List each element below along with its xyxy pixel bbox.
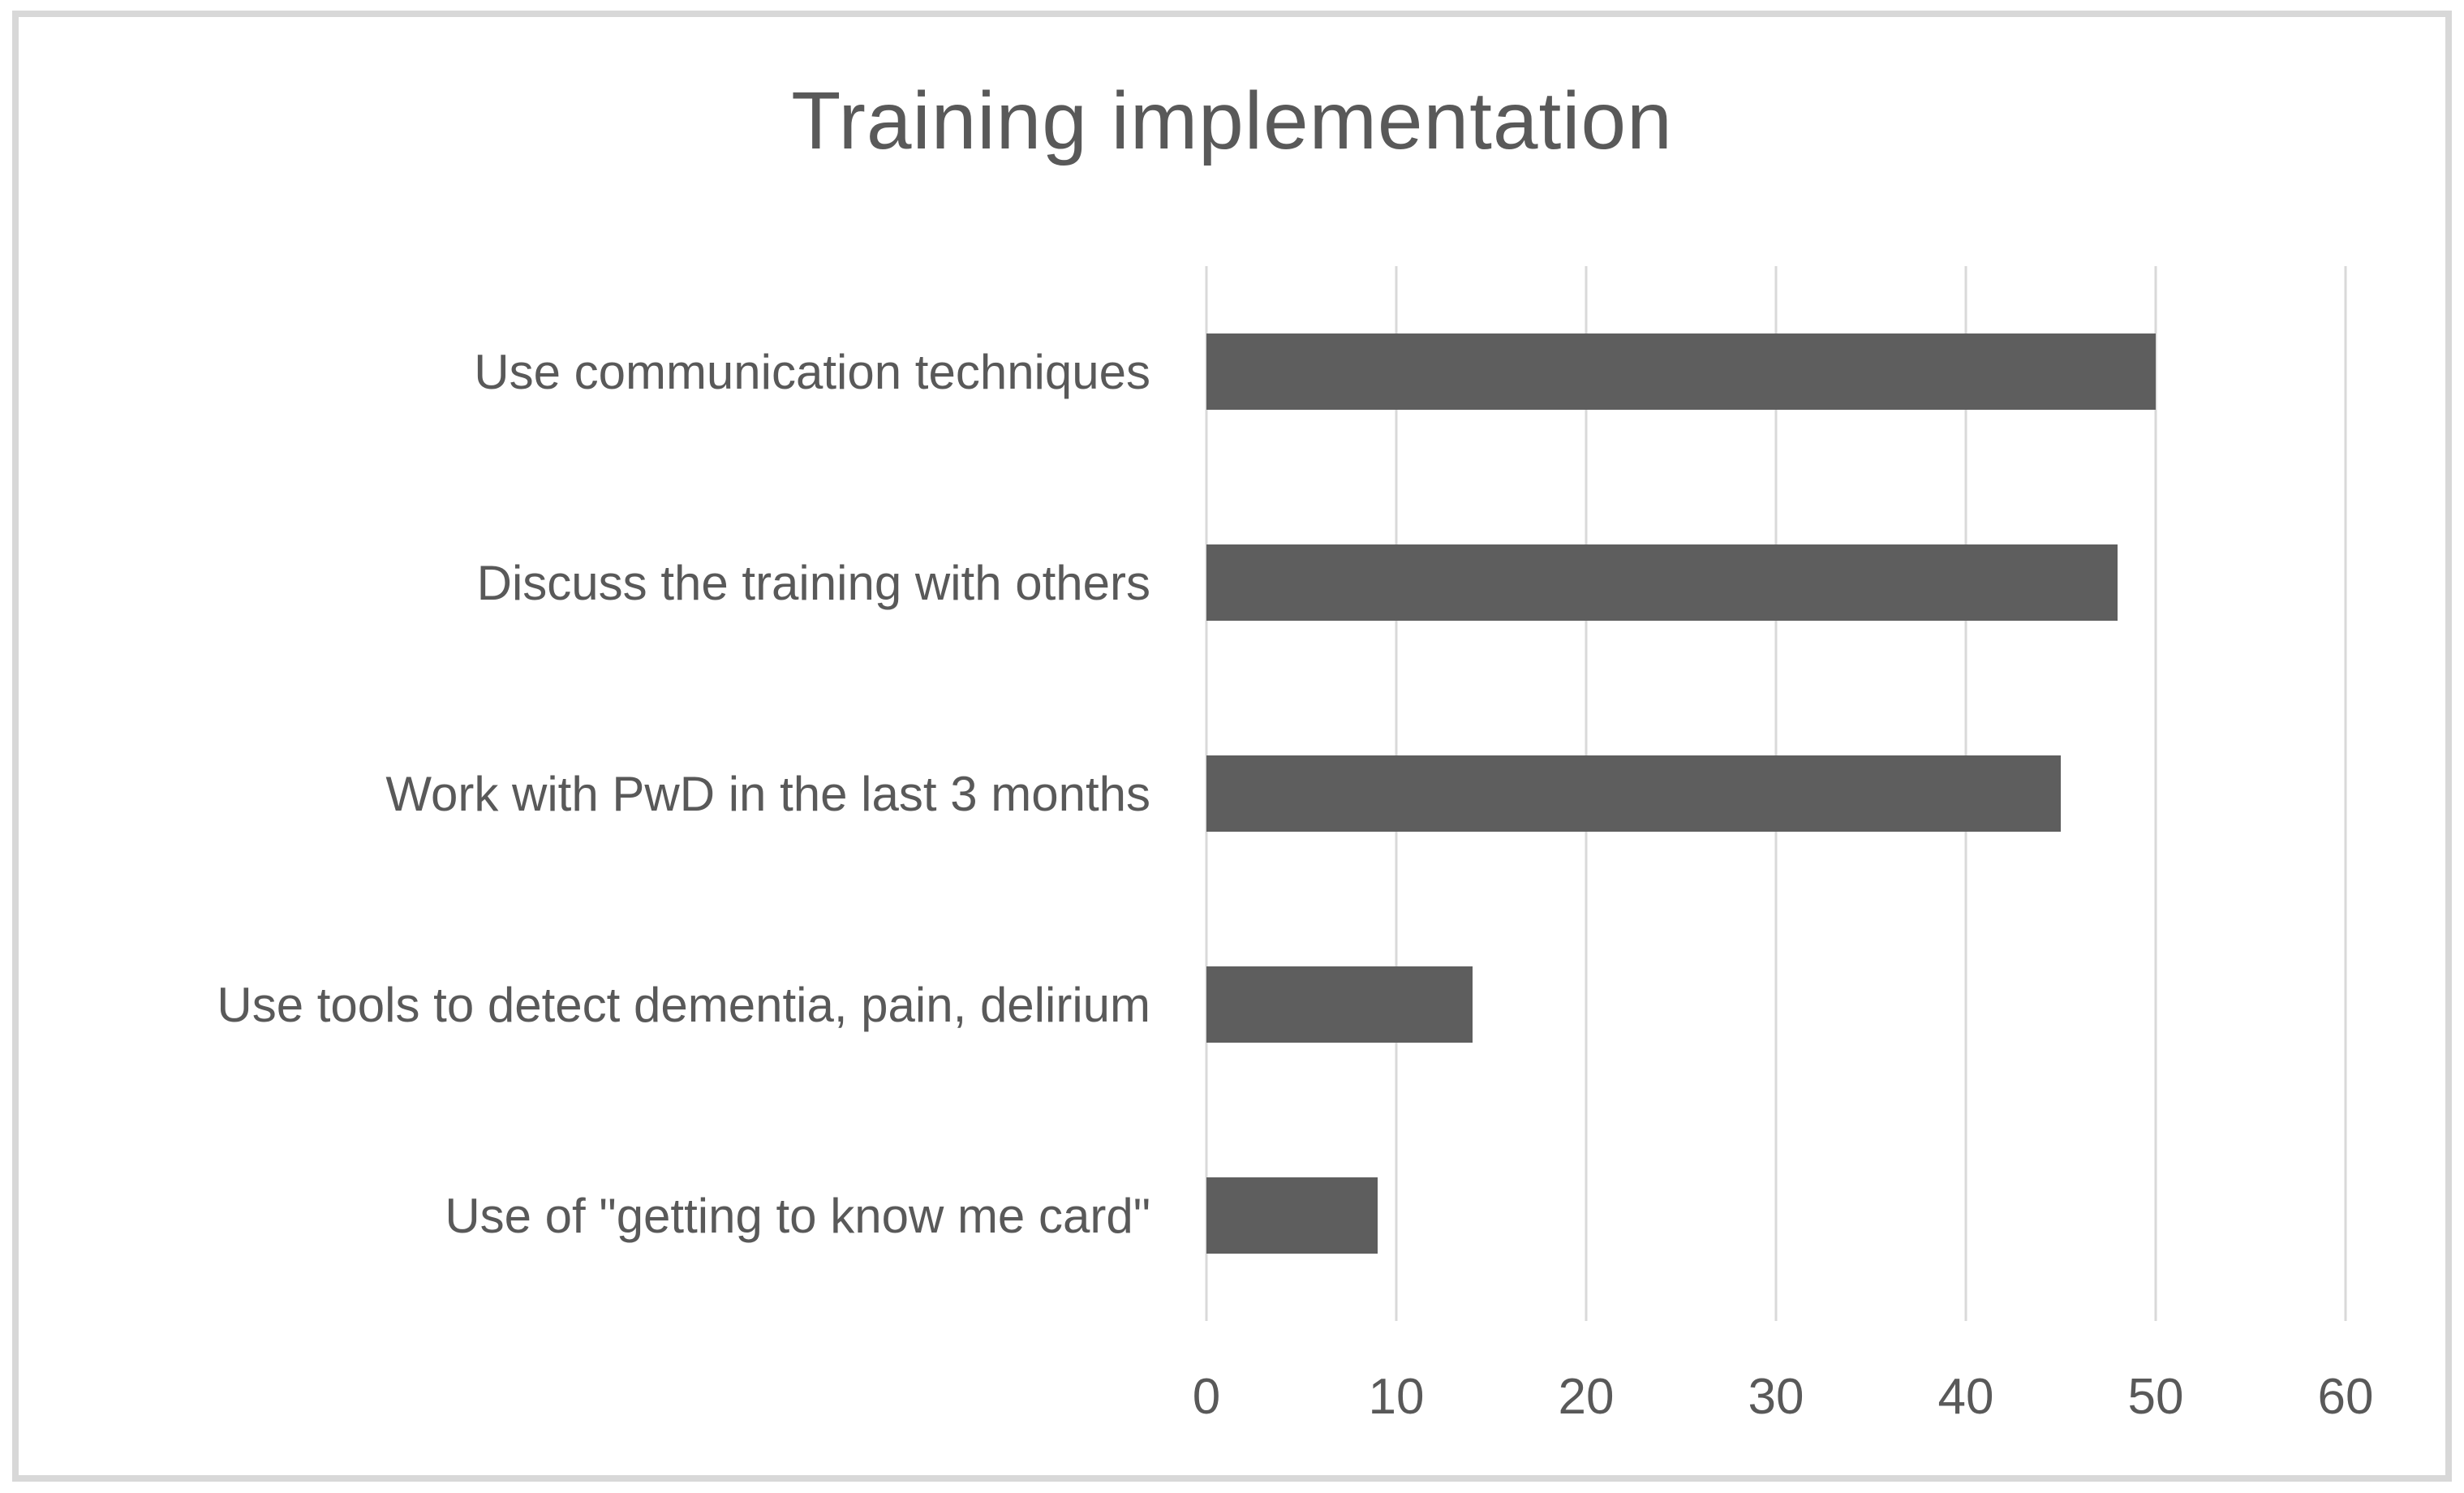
x-tick-label: 50 [2127, 1369, 2184, 1425]
gridline-50 [2154, 266, 2157, 1321]
chart-title: Training implementation [791, 75, 1673, 166]
category-axis-labels: Use communication techniques Discuss the … [0, 266, 1176, 1321]
x-tick-label: 10 [1368, 1369, 1425, 1425]
category-label: Discuss the training with others [476, 555, 1150, 610]
x-tick-label: 0 [1192, 1369, 1221, 1425]
category-label: Use tools to detect dementia, pain, deli… [217, 977, 1150, 1032]
x-tick-label: 30 [1748, 1369, 1804, 1425]
x-tick-label: 20 [1558, 1369, 1615, 1425]
bar-row [1206, 266, 2346, 477]
x-tick-label: 60 [2317, 1369, 2374, 1425]
bar-row [1206, 899, 2346, 1110]
plot-area [1205, 266, 2347, 1321]
category-label: Work with PwD in the last 3 months [385, 766, 1150, 821]
x-tick-label: 40 [1937, 1369, 1994, 1425]
bar [1206, 1177, 1378, 1254]
bar [1206, 966, 1473, 1043]
bar-row [1206, 688, 2346, 899]
bar-row [1206, 1110, 2346, 1321]
bar [1206, 755, 2061, 832]
bar-row [1206, 477, 2346, 688]
value-axis-labels: 0 10 20 30 40 50 60 [1193, 1368, 2374, 1441]
category-label: Use communication techniques [474, 344, 1150, 399]
bar [1206, 333, 2156, 410]
category-label: Use of "getting to know me card" [445, 1188, 1150, 1243]
bar [1206, 544, 2118, 621]
gridline-60 [2344, 266, 2347, 1321]
